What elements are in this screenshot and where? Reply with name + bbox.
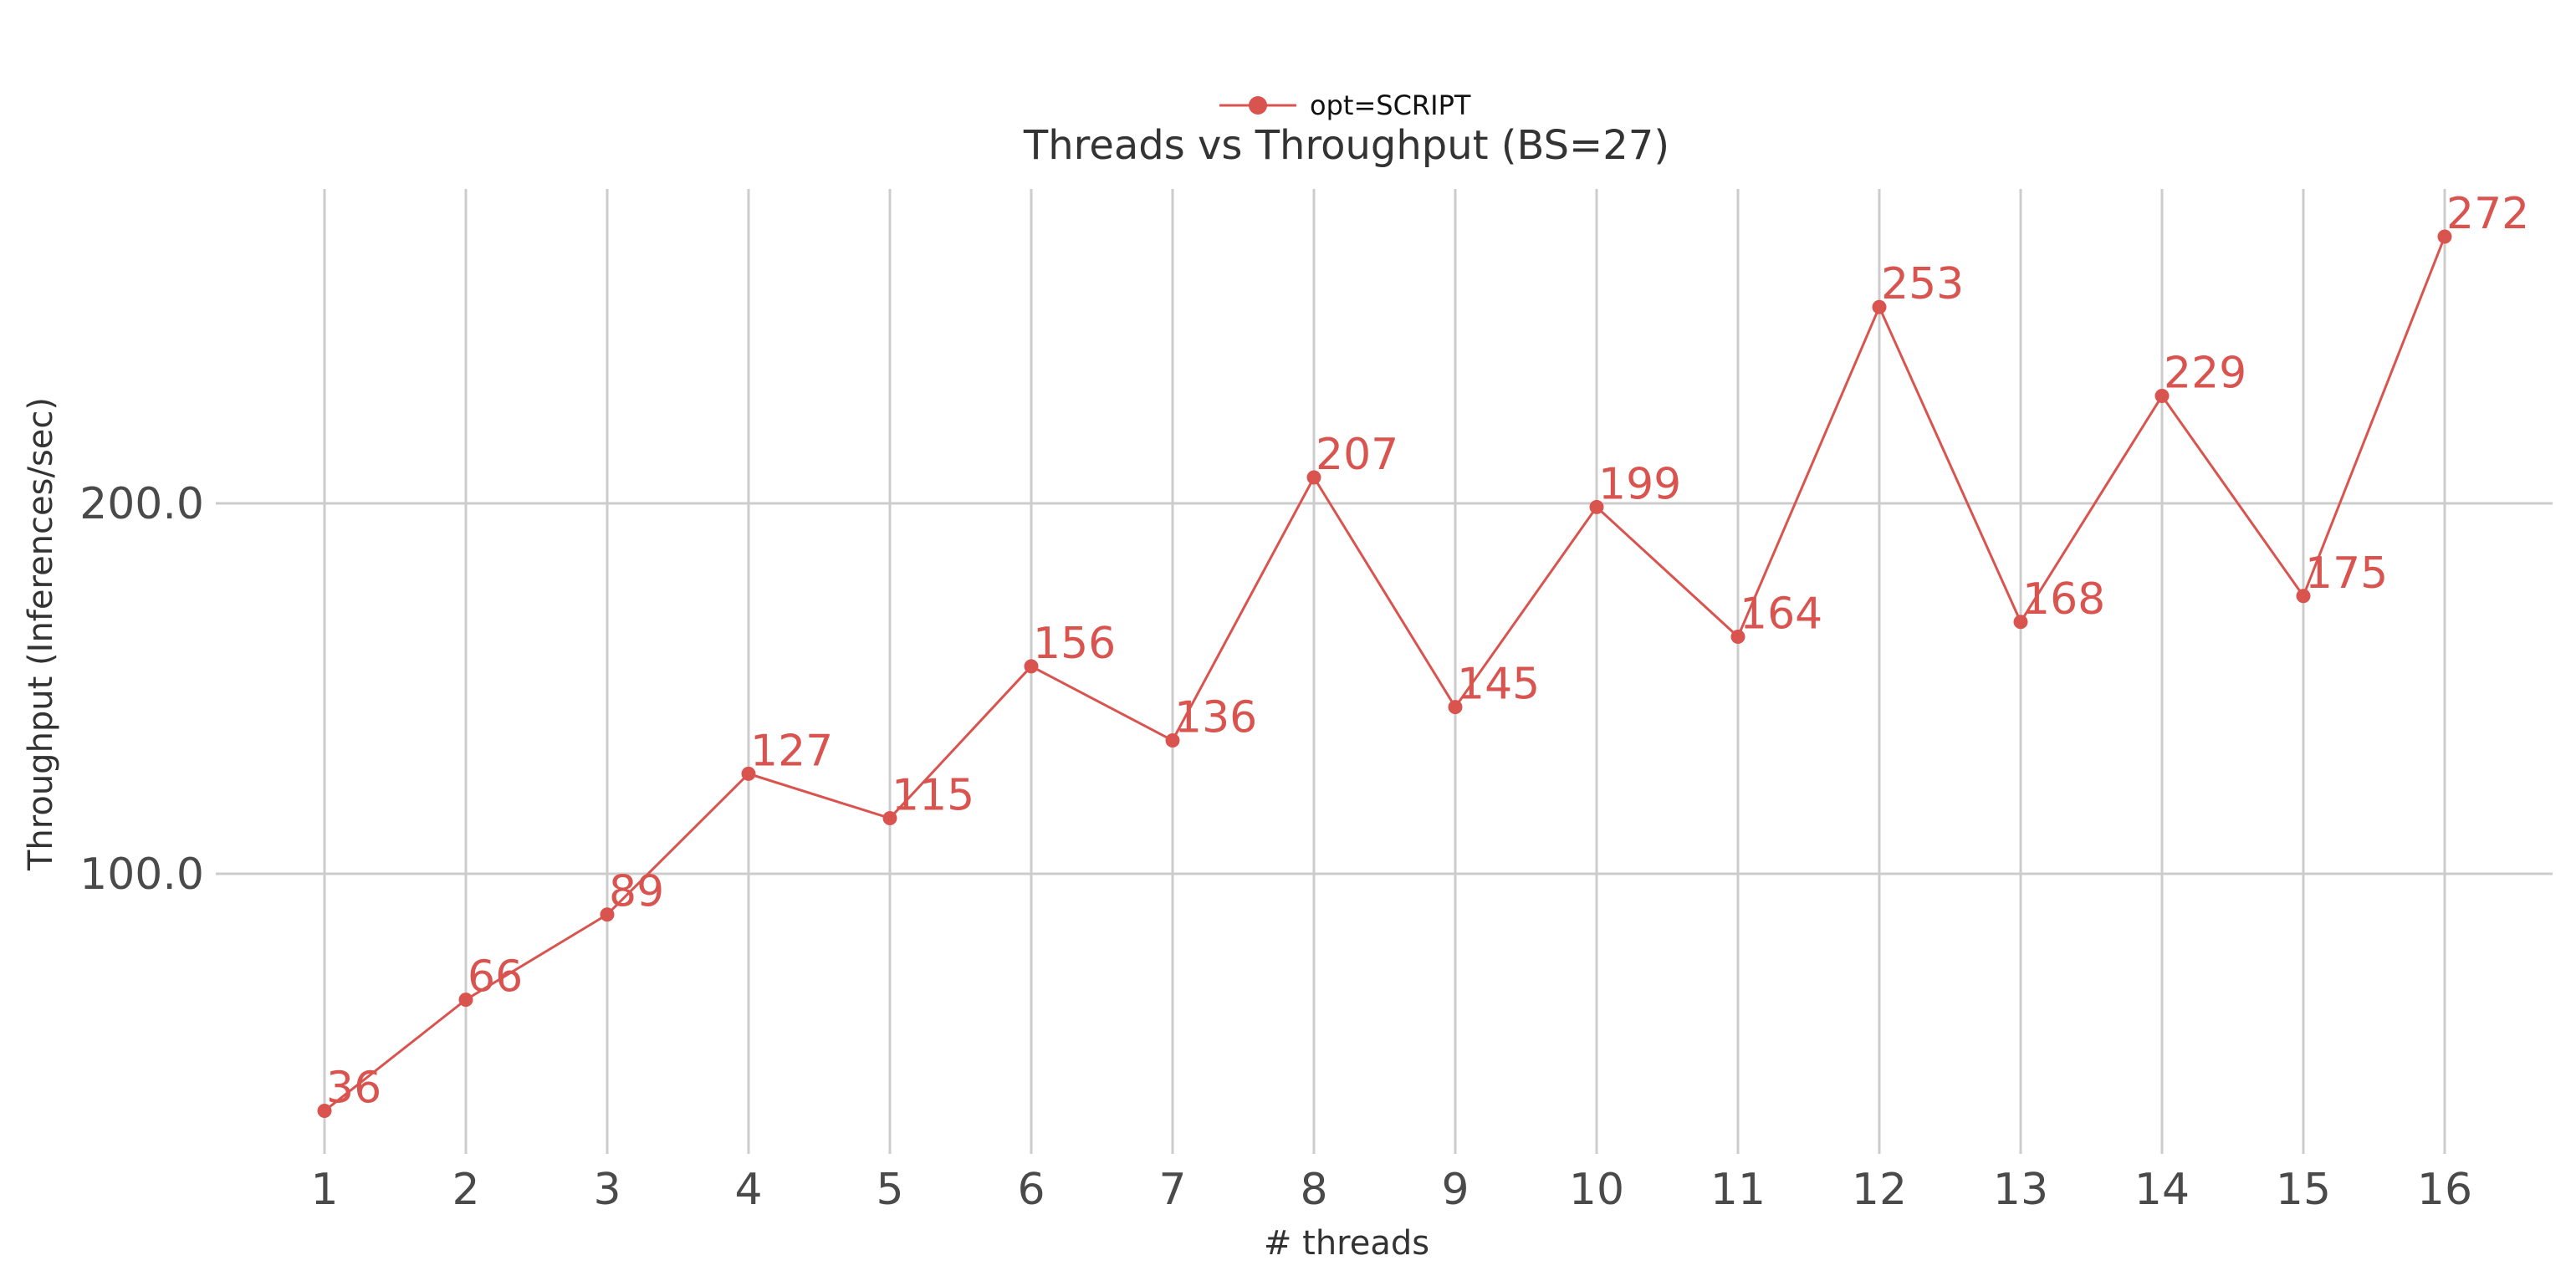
data-point-12	[1872, 299, 1887, 314]
data-point-5	[882, 811, 897, 826]
data-label-5: 115	[892, 771, 974, 821]
data-point-10	[1589, 499, 1604, 514]
data-point-3	[600, 907, 615, 922]
legend-entry-label: opt=SCRIPT	[1310, 89, 1471, 121]
data-label-15: 175	[2305, 549, 2388, 599]
x-tick-label-14: 14	[2134, 1165, 2190, 1215]
data-label-14: 229	[2164, 349, 2246, 399]
data-label-9: 145	[1457, 660, 1540, 710]
data-point-9	[1448, 700, 1463, 715]
chart-title: Threads vs Throughput (BS=27)	[1023, 122, 1669, 169]
data-label-13: 168	[2022, 574, 2105, 625]
legend: opt=SCRIPT	[1219, 89, 1471, 121]
data-point-2	[458, 993, 473, 1008]
x-tick-label-13: 13	[1993, 1165, 2048, 1215]
x-tick-label-3: 3	[593, 1165, 621, 1215]
y-axis-label: Throughput (Inferences/sec)	[22, 397, 60, 871]
x-tick-label-12: 12	[1852, 1165, 1907, 1215]
x-tick-label-9: 9	[1441, 1165, 1469, 1215]
y-tick-label-200.0: 200.0	[79, 479, 204, 529]
data-point-11	[1730, 629, 1745, 644]
x-axis-ticks: 1 2 3 4 5 6 7 8 9 10 11 12 13 14 15 16	[310, 1165, 2472, 1215]
data-label-12: 253	[1881, 259, 1964, 309]
data-label-1: 36	[326, 1064, 381, 1114]
grid	[216, 189, 2553, 1154]
x-tick-label-10: 10	[1569, 1165, 1624, 1215]
data-point-16	[2437, 229, 2452, 244]
legend-point-marker	[1249, 96, 1267, 115]
data-label-6: 156	[1033, 619, 1116, 669]
data-point-8	[1306, 470, 1321, 485]
x-tick-label-11: 11	[1710, 1165, 1766, 1215]
x-tick-label-6: 6	[1017, 1165, 1045, 1215]
x-tick-label-5: 5	[876, 1165, 903, 1215]
x-tick-label-16: 16	[2417, 1165, 2472, 1215]
x-tick-label-2: 2	[452, 1165, 479, 1215]
data-label-3: 89	[609, 867, 664, 917]
y-axis-ticks: 100.0 200.0	[79, 479, 204, 900]
data-point-1	[317, 1104, 332, 1119]
x-axis-label: # threads	[1264, 1224, 1429, 1263]
data-point-6	[1024, 659, 1039, 674]
x-tick-label-15: 15	[2276, 1165, 2331, 1215]
data-point-14	[2154, 389, 2170, 404]
data-label-8: 207	[1316, 430, 1398, 480]
data-labels: 36 66 89 127 115 156 136 207 145 199 164 253 168 229 1…	[326, 189, 2529, 1113]
y-tick-label-100.0: 100.0	[79, 850, 204, 900]
data-point-15	[2296, 589, 2311, 604]
data-label-7: 136	[1174, 693, 1257, 743]
data-label-16: 272	[2446, 189, 2529, 239]
data-point-4	[741, 766, 756, 781]
x-tick-label-1: 1	[310, 1165, 338, 1215]
data-label-10: 199	[1598, 459, 1681, 509]
x-tick-label-4: 4	[734, 1165, 762, 1215]
data-label-2: 66	[468, 952, 523, 1003]
series-opt-script	[317, 229, 2452, 1119]
x-tick-label-7: 7	[1158, 1165, 1186, 1215]
data-point-7	[1165, 733, 1180, 748]
x-tick-label-8: 8	[1300, 1165, 1327, 1215]
data-label-4: 127	[750, 726, 833, 776]
data-label-11: 164	[1740, 589, 1822, 639]
series-line	[324, 236, 2446, 1112]
data-point-13	[2013, 615, 2028, 630]
